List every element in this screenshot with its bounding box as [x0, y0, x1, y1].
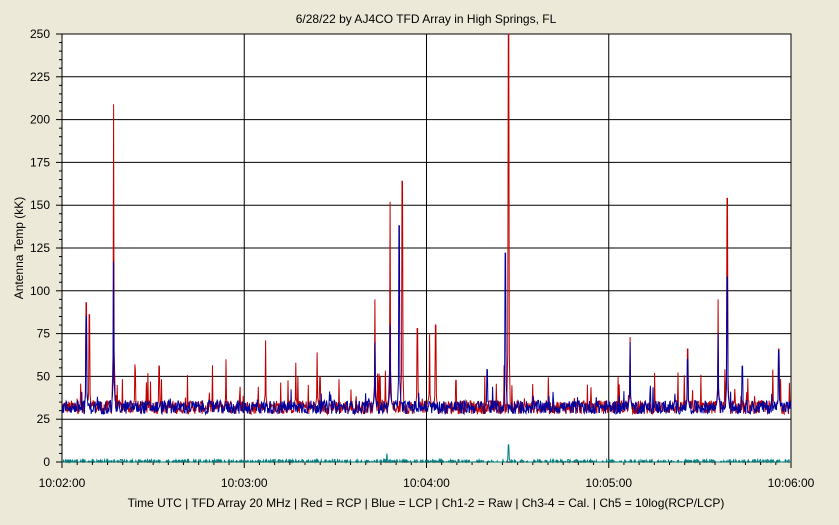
x-tick-label: 10:04:00	[403, 476, 450, 490]
y-axis-label: Antenna Temp (kK)	[12, 197, 26, 300]
x-tick-labels: 10:02:00 10:03:00 10:04:00 10:05:00 10:06:00	[39, 476, 815, 490]
y-tick-label: 150	[30, 198, 50, 212]
y-tick-label: 100	[30, 284, 50, 298]
x-tick-label: 10:05:00	[585, 476, 632, 490]
series-line-ch5	[62, 444, 792, 464]
y-tick-label: 50	[37, 369, 51, 383]
y-tick-label: 25	[37, 412, 51, 426]
chart-title: 6/28/22 by AJ4CO TFD Array in High Sprin…	[296, 12, 557, 26]
series-line-lcp	[61, 225, 792, 416]
grid	[56, 33, 792, 468]
y-tick-label: 75	[37, 327, 51, 341]
x-tick-label: 10:06:00	[768, 476, 815, 490]
x-tick-label: 10:03:00	[221, 476, 268, 490]
y-tick-labels: 0 25 50 75 100 125 150 175 200 225 250	[30, 27, 50, 469]
y-tick-label: 225	[30, 70, 50, 84]
x-tick-label: 10:02:00	[39, 476, 86, 490]
y-tick-label: 125	[30, 241, 50, 255]
footer-label: Time UTC | TFD Array 20 MHz | Red = RCP …	[128, 496, 725, 510]
y-tick-label: 200	[30, 113, 50, 127]
y-tick-label: 175	[30, 155, 50, 169]
y-tick-label: 0	[43, 455, 50, 469]
series-group	[61, 33, 792, 464]
y-tick-label: 250	[30, 27, 50, 41]
